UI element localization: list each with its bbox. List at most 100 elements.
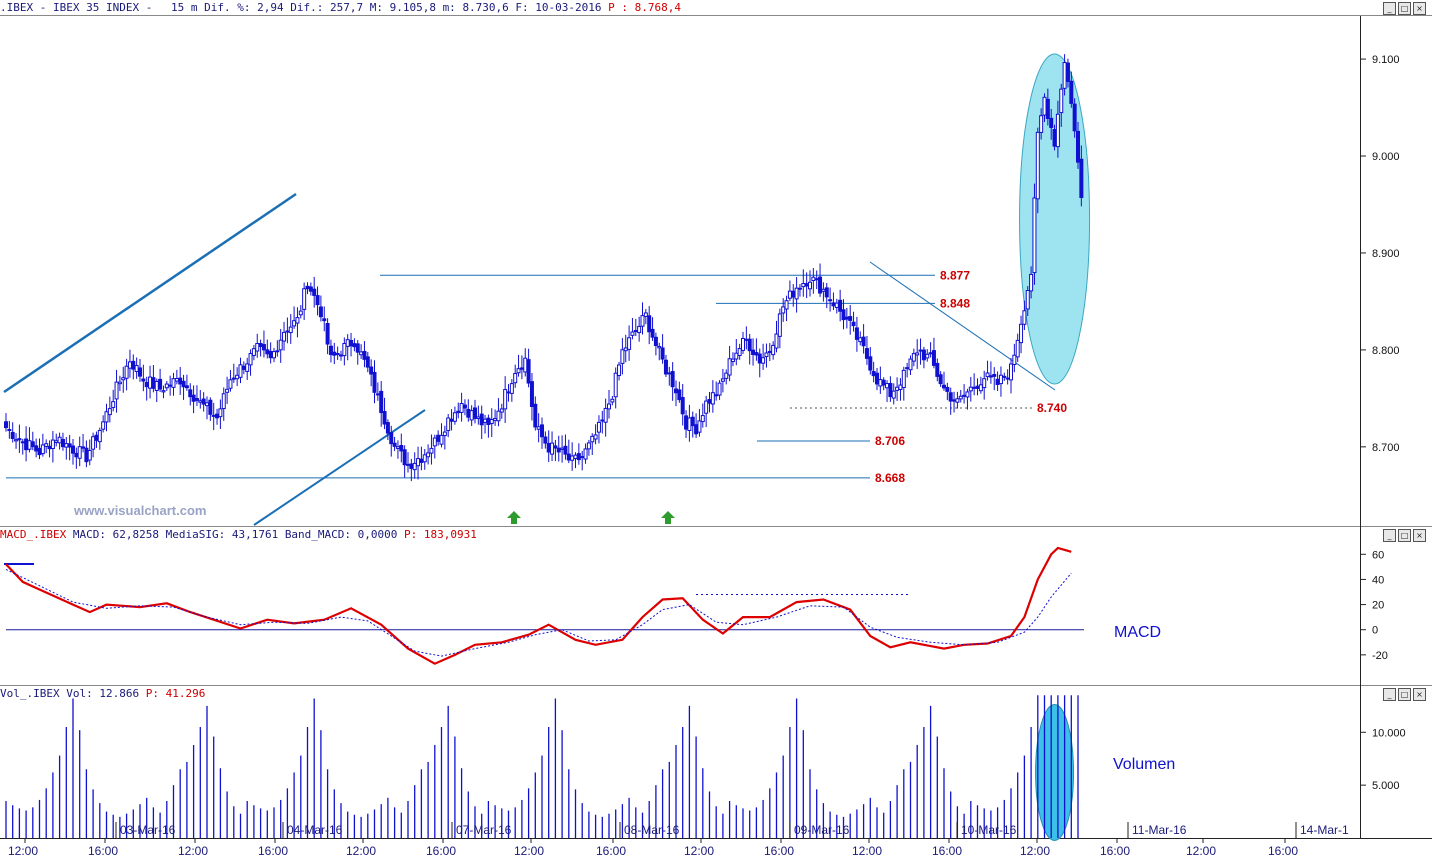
candle-body (1029, 273, 1034, 292)
candle (57, 432, 62, 450)
candle-body (730, 358, 735, 363)
candle (529, 373, 534, 421)
candle (938, 371, 943, 387)
candle-body (680, 397, 685, 415)
candle-body (660, 347, 665, 360)
candle (650, 317, 655, 341)
candle (322, 306, 327, 332)
candle (975, 378, 980, 396)
candle-body (205, 402, 209, 407)
candle-body (1076, 130, 1080, 163)
vol-p: 41.296 (165, 687, 206, 700)
candle-body (570, 455, 575, 461)
vol-tick-label: 10.000 (1372, 727, 1406, 739)
candle (1025, 286, 1030, 316)
candle (566, 439, 571, 464)
candle-body (985, 372, 990, 378)
candle-body (84, 447, 89, 463)
candle-body (67, 443, 72, 448)
candle (844, 307, 849, 329)
volume-highlight-ellipse (1035, 703, 1075, 841)
candle (81, 433, 86, 453)
candle (208, 397, 213, 421)
candle-body (1049, 117, 1054, 128)
candle-body (1002, 375, 1007, 378)
candle (781, 298, 786, 322)
candle (174, 369, 179, 385)
candle (777, 308, 782, 349)
candle-body (982, 378, 987, 389)
candle-body (895, 386, 900, 391)
candle (680, 384, 685, 426)
candle-body (962, 394, 967, 397)
candle-body (221, 393, 226, 410)
candle (168, 375, 173, 396)
candle-body (821, 288, 826, 292)
candle (416, 446, 421, 480)
candle-body (349, 340, 354, 347)
candle (121, 366, 126, 393)
candle (362, 341, 367, 368)
candle-body (499, 408, 504, 413)
candle (255, 333, 260, 358)
maximize-button[interactable]: □ (1398, 2, 1411, 15)
candle-body (580, 456, 585, 459)
time-label: 16:00 (1100, 844, 1130, 857)
candle (466, 399, 471, 422)
vol-minimize-button[interactable]: _ (1383, 688, 1396, 701)
header-min: 8.730,6 (462, 1, 509, 14)
candle (818, 263, 823, 297)
candle (600, 410, 605, 434)
candle-body (754, 352, 759, 356)
candle (663, 354, 668, 377)
candle (312, 276, 317, 308)
price-tick-label: 9.000 (1372, 151, 1400, 163)
candle (1072, 98, 1077, 138)
header-dif: 257,7 (329, 1, 364, 14)
candle (885, 380, 890, 403)
candle-body (844, 316, 849, 320)
candle (831, 292, 836, 311)
candle-body (91, 436, 96, 450)
time-label: 16:00 (764, 844, 794, 857)
macd-minimize-button[interactable]: _ (1383, 529, 1396, 542)
macd-maximize-button[interactable]: □ (1398, 529, 1411, 542)
candle-body (607, 403, 611, 410)
candle (868, 346, 873, 375)
close-button[interactable]: × (1413, 2, 1426, 15)
macd-tick-label: 60 (1372, 549, 1384, 561)
candle (372, 360, 377, 404)
candle (915, 339, 920, 369)
candle-body (1009, 363, 1013, 381)
candle (339, 350, 343, 361)
candle (365, 352, 370, 373)
vol-maximize-button[interactable]: □ (1398, 688, 1411, 701)
candle (667, 366, 672, 386)
minimize-button[interactable]: _ (1383, 2, 1396, 15)
candle (476, 405, 481, 425)
vol-value: 12.866 (99, 687, 140, 700)
candle-body (791, 290, 796, 298)
candle (992, 367, 997, 391)
candle-body (395, 446, 400, 449)
vol-close-button[interactable]: × (1413, 688, 1426, 701)
candle (730, 352, 735, 367)
candle (1029, 266, 1034, 299)
candle (37, 438, 42, 460)
candle-body (901, 369, 906, 388)
candle (426, 444, 431, 465)
candle (60, 432, 65, 451)
candle (225, 376, 230, 404)
candle (456, 402, 461, 419)
candle (540, 417, 544, 449)
candle (603, 398, 608, 437)
candle-body (727, 358, 732, 376)
candle-body (476, 416, 481, 420)
candle-body (302, 288, 307, 310)
candle (898, 378, 903, 401)
candle-body (168, 384, 173, 387)
macd-close-button[interactable]: × (1413, 529, 1426, 542)
candle-body (834, 302, 839, 308)
date-label: 08-Mar-16 (624, 823, 680, 837)
